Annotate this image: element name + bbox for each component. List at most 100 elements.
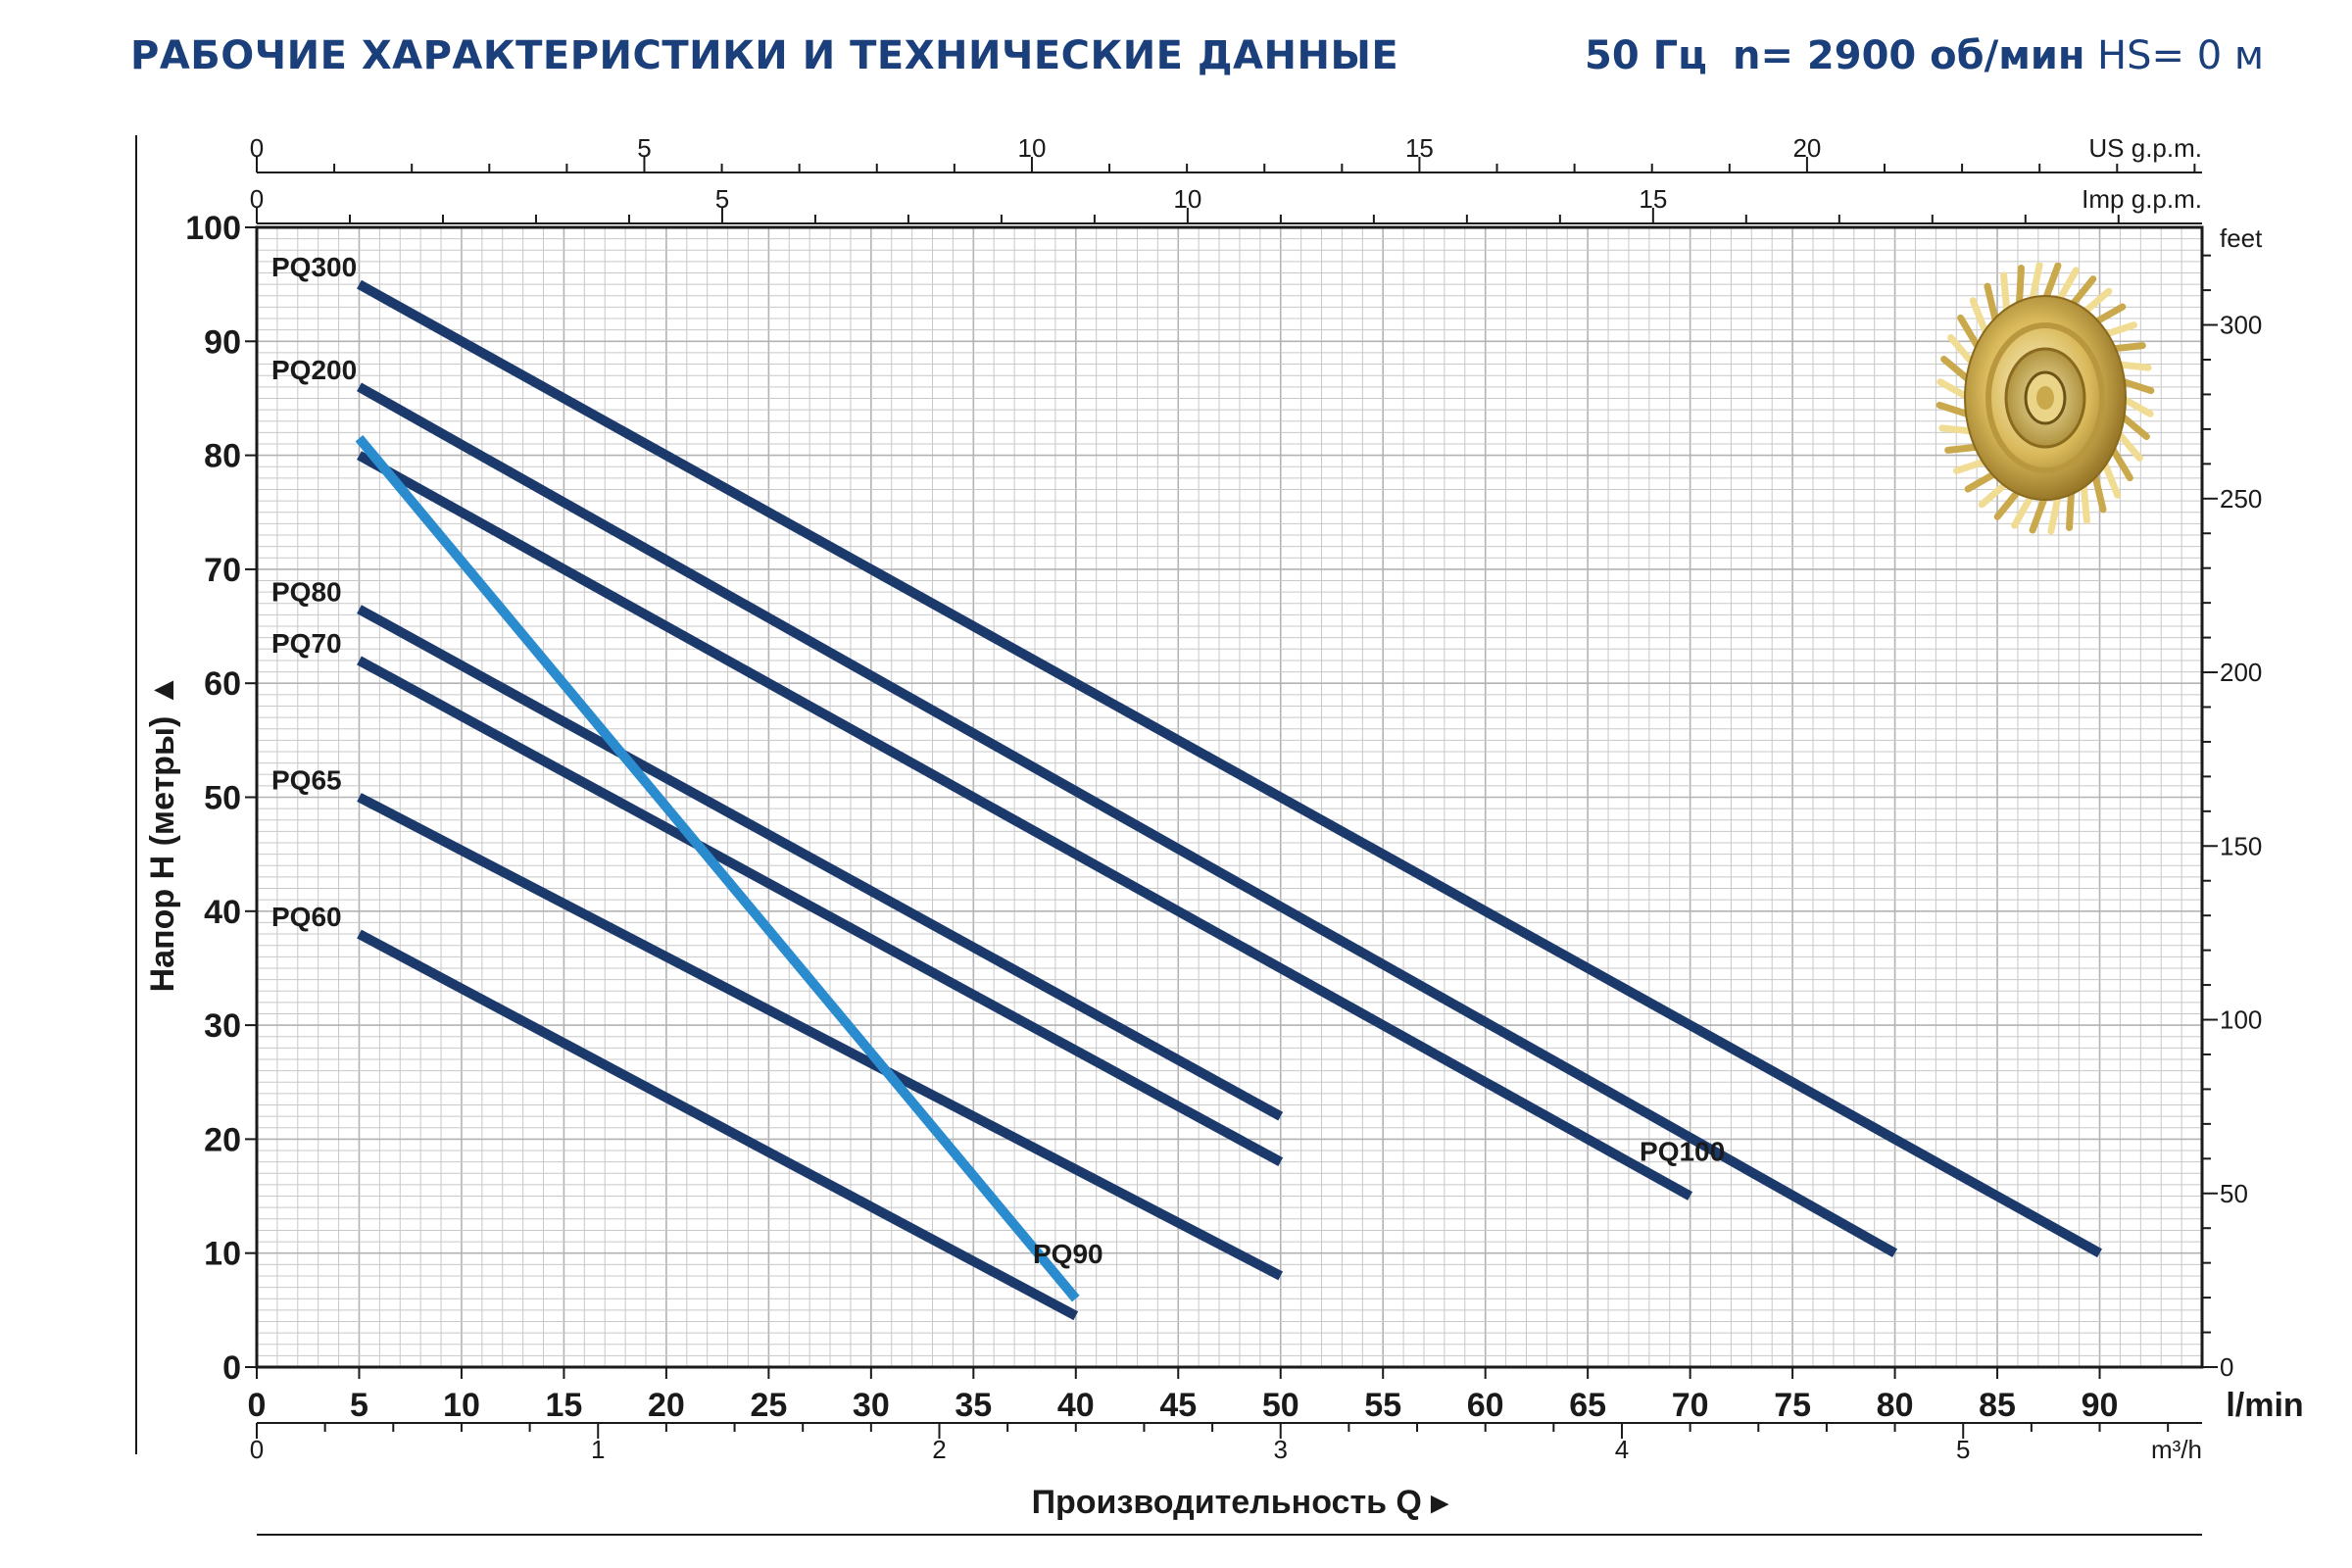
- x-tick-label: 0: [248, 1387, 267, 1424]
- series-line-pq60: [357, 929, 1079, 1321]
- us-gpm-axis-tick-label: 5: [637, 133, 651, 163]
- m3h-axis-tick-label: 1: [591, 1435, 605, 1464]
- x-tick-label: 85: [1979, 1387, 2016, 1424]
- y-tick-label: 0: [222, 1349, 241, 1387]
- imp-gpm-axis: 0 5 10 15 Imp g.p.m.: [250, 184, 2202, 224]
- x-tick-label: 10: [443, 1387, 480, 1424]
- x-tick-label: 20: [648, 1387, 685, 1424]
- page-title: РАБОЧИЕ ХАРАКТЕРИСТИКИ И ТЕХНИЧЕСКИЕ ДАН…: [130, 33, 1399, 78]
- m3h-axis-unit: m³/h: [2151, 1435, 2202, 1464]
- y-axis-title: Напор H (метры) ▲: [144, 674, 181, 993]
- y-tick-label: 40: [204, 894, 241, 931]
- impeller-blade: [2041, 263, 2062, 304]
- impeller-blade: [2100, 457, 2122, 499]
- series-line-pq200: [357, 382, 1898, 1258]
- series-label-pq65: PQ65: [271, 765, 342, 796]
- us-gpm-axis-tick-label: 10: [1017, 133, 1046, 163]
- us-gpm-axis-tick-label: 15: [1405, 133, 1434, 163]
- impeller-blade: [2090, 303, 2127, 326]
- m3h-axis-tick-label: 3: [1274, 1435, 1288, 1464]
- feet-tick-label: 250: [2220, 484, 2262, 514]
- series-label-pq300: PQ300: [271, 252, 357, 282]
- x-tick-label: 45: [1159, 1387, 1197, 1424]
- m3h-axis-tick-label: 2: [932, 1435, 946, 1464]
- y-tick-label: 60: [204, 665, 241, 703]
- series-line-pq100: [357, 451, 1693, 1200]
- impeller-blade: [2080, 479, 2090, 524]
- impeller-blade: [2011, 490, 2035, 529]
- impeller-blade: [1993, 486, 2023, 520]
- x-tick-label: 90: [2082, 1387, 2119, 1424]
- series-label-pq200: PQ200: [271, 355, 357, 385]
- feet-tick-label: 100: [2220, 1005, 2262, 1035]
- series-label-pq90: PQ90: [1033, 1239, 1103, 1269]
- impeller-image: [1936, 263, 2155, 535]
- imp-gpm-axis-tick-label: 10: [1173, 184, 1201, 214]
- x-tick-label: 60: [1467, 1387, 1504, 1424]
- impeller-blade: [2029, 492, 2049, 534]
- y-tick-label: 10: [204, 1236, 241, 1273]
- us-gpm-axis: 0 5 10 15 20 US g.p.m.: [250, 133, 2202, 173]
- y-tick-label: 50: [204, 780, 241, 817]
- series-line-pq65: [357, 793, 1284, 1281]
- feet-tick-label: 0: [2220, 1352, 2233, 1382]
- impeller-blade: [2047, 490, 2063, 535]
- series-line-pq80: [357, 605, 1284, 1121]
- feet-tick-label: 300: [2220, 311, 2262, 340]
- y-tick-label: 80: [204, 438, 241, 475]
- impeller-blade: [2108, 342, 2146, 353]
- series-label-pq80: PQ80: [271, 577, 342, 608]
- x-tick-label: 70: [1672, 1387, 1709, 1424]
- impeller-blade: [2028, 263, 2043, 306]
- suction-height-label: HS= 0 м: [2097, 33, 2265, 78]
- impeller-blade: [2015, 265, 2025, 310]
- feet-unit: feet: [2220, 223, 2263, 253]
- imp-gpm-axis-tick-label: 5: [715, 184, 729, 214]
- impeller-blade: [1978, 479, 2011, 509]
- frequency-label: 50 Гц: [1585, 33, 1707, 78]
- m3h-axis-tick-label: 0: [250, 1435, 264, 1464]
- y-tick-label: 100: [185, 210, 241, 247]
- x-tick-label: 50: [1262, 1387, 1299, 1424]
- x-tick-label: 15: [546, 1387, 583, 1424]
- us-gpm-axis-unit: US g.p.m.: [2088, 133, 2202, 163]
- impeller-blade: [2055, 267, 2080, 306]
- x-tick-label: 40: [1057, 1387, 1095, 1424]
- chart-labels: PQ300 PQ200 PQ100 PQ80 PQ70 PQ65 PQ60 PQ90: [271, 252, 1725, 1269]
- impeller-blade: [1957, 314, 1983, 353]
- m3h-axis: 0 1 2 3 4 5 m³/h: [250, 1422, 2202, 1464]
- chart-series: [355, 279, 2102, 1321]
- x-tick-label: 25: [750, 1387, 787, 1424]
- impeller-blade: [1953, 457, 1990, 474]
- x-tick-label: 65: [1569, 1387, 1606, 1424]
- impeller-blade: [2090, 469, 2107, 514]
- impeller-blade: [1984, 282, 2000, 326]
- y-tick-label: 90: [204, 323, 241, 361]
- y-tick-label: 20: [204, 1121, 241, 1158]
- us-gpm-axis-tick-label: 0: [250, 133, 264, 163]
- speed-label: n= 2900 об/мин: [1733, 33, 2085, 78]
- x-tick-label: 35: [955, 1387, 992, 1424]
- series-label-pq60: PQ60: [271, 902, 342, 932]
- impeller-blade: [2066, 486, 2076, 531]
- imp-gpm-axis-unit: Imp g.p.m.: [2082, 184, 2202, 214]
- x-tick-label: 75: [1774, 1387, 1811, 1424]
- y-tick-label: 70: [204, 552, 241, 589]
- series-label-pq70: PQ70: [271, 628, 342, 659]
- feet-tick-label: 150: [2220, 831, 2262, 860]
- impeller-blade: [2108, 443, 2133, 482]
- x-tick-label: 55: [1364, 1387, 1401, 1424]
- series-label-pq100: PQ100: [1640, 1137, 1725, 1167]
- impeller-blade: [2080, 287, 2113, 317]
- feet-tick-label: 50: [2220, 1179, 2248, 1208]
- feet-tick-label: 200: [2220, 658, 2262, 687]
- feet-axis: 0 50 100 150 200 250 300 feet: [2202, 223, 2263, 1382]
- imp-gpm-axis-tick-label: 0: [250, 184, 264, 214]
- x-tick-label: 5: [350, 1387, 368, 1424]
- series-line-pq300: [357, 279, 2102, 1258]
- impeller-blades: [1936, 263, 2155, 535]
- impeller-blade: [2100, 321, 2137, 339]
- impeller-blade: [1964, 469, 2000, 493]
